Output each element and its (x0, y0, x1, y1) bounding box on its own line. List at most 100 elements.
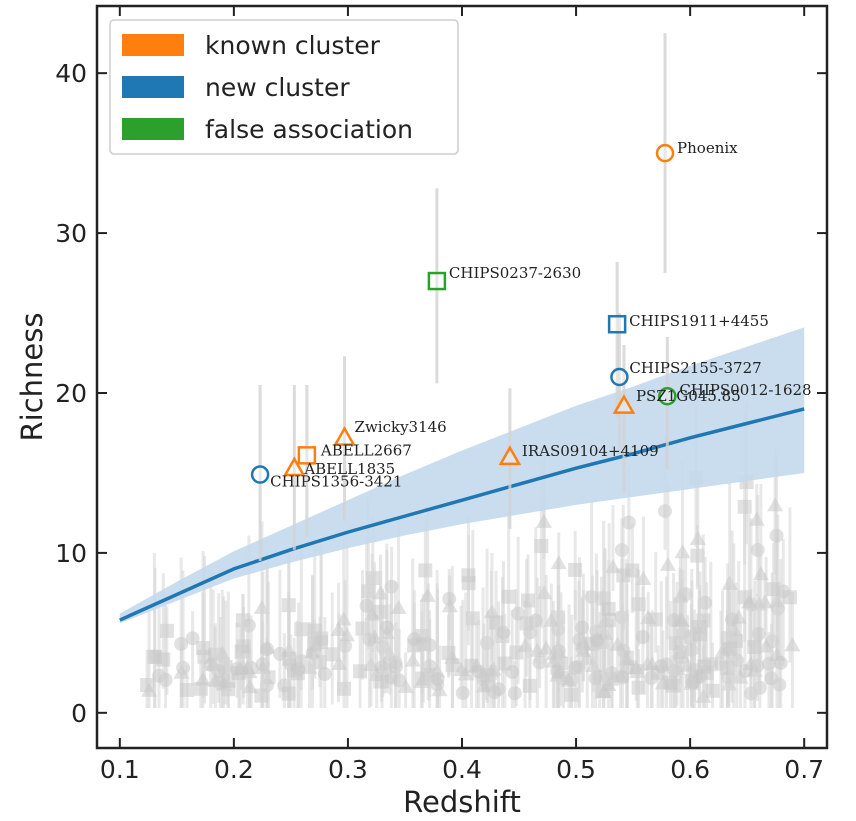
background-point (750, 658, 765, 673)
background-points-layer (140, 397, 801, 709)
background-point (752, 566, 769, 581)
background-point (568, 660, 583, 675)
legend-swatch (122, 34, 184, 56)
background-point (782, 590, 797, 605)
background-point (550, 664, 565, 679)
axes-layer: 0.1 0.2 0.3 0.4 0.5 0.6 0.7 0 10 20 30 40 Redshift Ri… (15, 4, 829, 819)
cluster-marker (610, 367, 629, 387)
background-point (179, 682, 194, 697)
background-point (353, 664, 368, 679)
background-point (747, 640, 762, 655)
background-point (673, 612, 690, 627)
background-point (588, 671, 603, 686)
y-axis-title: Richness (15, 313, 49, 442)
background-point (520, 593, 535, 608)
background-point (659, 556, 676, 571)
background-point (418, 563, 433, 578)
cluster-label: IRAS09104+4109 (522, 442, 659, 460)
background-point (359, 598, 374, 613)
background-point (625, 563, 640, 578)
background-point (535, 513, 552, 528)
x-tick-label: 0.3 (328, 755, 368, 784)
x-axis-title: Redshift (403, 785, 521, 819)
background-point (635, 570, 652, 585)
background-point (628, 659, 645, 675)
background-point (194, 671, 211, 686)
background-point (158, 672, 173, 687)
background-point (698, 595, 713, 610)
background-point (689, 530, 706, 545)
background-point (737, 663, 752, 678)
background-point (538, 640, 555, 655)
background-point (390, 599, 407, 614)
x-tick-label: 0.1 (100, 755, 140, 784)
background-point (294, 654, 309, 669)
background-point (489, 615, 504, 630)
x-tick-label: 0.5 (556, 755, 596, 784)
background-point (156, 652, 171, 667)
background-point (455, 686, 470, 701)
legend-label: new cluster (205, 73, 350, 102)
legend-label: known cluster (205, 31, 381, 60)
background-point (590, 633, 605, 648)
background-point (205, 656, 222, 671)
background-point (511, 606, 526, 621)
background-point (241, 679, 258, 694)
background-point (174, 636, 189, 651)
cluster-marker (498, 445, 522, 466)
background-point (471, 664, 486, 679)
cluster-marker (607, 314, 627, 334)
background-point (290, 666, 305, 681)
cluster-label: CHIPS1356-3421 (270, 473, 402, 491)
background-point (722, 641, 737, 656)
legend-box (109, 19, 459, 155)
background-point (330, 621, 347, 636)
background-point (635, 630, 650, 645)
background-point (764, 671, 779, 686)
y-tick-label: 30 (55, 219, 87, 248)
cluster-marker (333, 426, 356, 446)
background-point (422, 659, 437, 674)
cluster-marker (297, 446, 317, 465)
background-point (453, 661, 470, 677)
background-point (522, 678, 537, 693)
x-tick-label: 0.4 (442, 755, 482, 784)
legend-swatch (122, 76, 184, 98)
background-point (272, 646, 287, 661)
background-point (766, 582, 781, 597)
background-point (609, 636, 626, 651)
background-point (685, 675, 700, 690)
background-point (325, 647, 340, 662)
cluster-label: PSZ1G045.85 (636, 387, 741, 405)
background-point (338, 627, 356, 642)
background-point (415, 671, 430, 686)
background-point (487, 685, 502, 700)
relation-band-layer (119, 327, 805, 624)
background-point (362, 632, 377, 647)
cluster-marker (612, 394, 636, 414)
background-point (397, 678, 414, 693)
background-point (375, 674, 390, 689)
x-tick-label: 0.7 (784, 755, 824, 784)
cluster-label: CHIPS2155-3727 (629, 359, 761, 377)
background-point (658, 504, 673, 519)
relation-line (119, 407, 805, 622)
y-tick-label: 0 (71, 699, 87, 728)
background-point (430, 672, 445, 687)
cluster-label: Phoenix (677, 139, 738, 157)
background-point (185, 631, 200, 646)
background-point (575, 620, 590, 635)
cluster-marker (250, 465, 270, 484)
cluster-marker (282, 456, 306, 477)
background-point (232, 660, 249, 675)
highlighted-clusters-layer: Phoenix CHIPS0237-2630 CHIPS1911+4455 CHIPS… (250, 33, 812, 561)
x-tick-label: 0.6 (670, 755, 710, 784)
background-point (773, 655, 788, 670)
background-point (663, 675, 678, 690)
background-point (207, 672, 224, 687)
background-point (461, 568, 476, 583)
background-point (528, 613, 543, 628)
cluster-label: ABELL1835 (303, 460, 395, 478)
x-tick-label: 0.2 (214, 755, 254, 784)
background-point (389, 659, 404, 674)
